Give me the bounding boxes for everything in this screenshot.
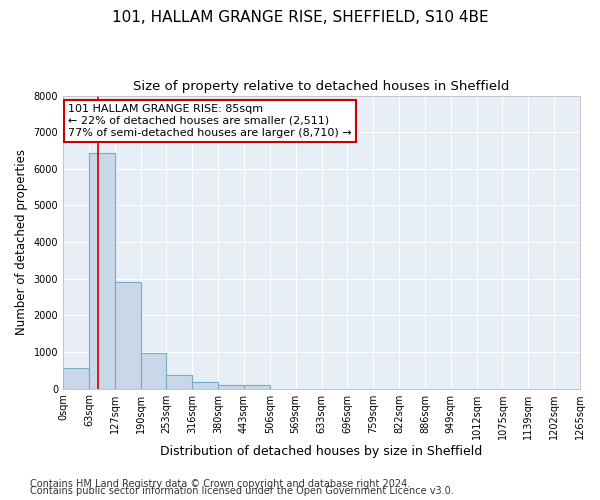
Bar bbox=[63, 368, 89, 388]
Title: Size of property relative to detached houses in Sheffield: Size of property relative to detached ho… bbox=[133, 80, 510, 93]
Text: 101 HALLAM GRANGE RISE: 85sqm
← 22% of detached houses are smaller (2,511)
77% o: 101 HALLAM GRANGE RISE: 85sqm ← 22% of d… bbox=[68, 104, 352, 138]
Text: Contains public sector information licensed under the Open Government Licence v3: Contains public sector information licen… bbox=[30, 486, 454, 496]
Bar bbox=[166, 376, 192, 388]
Text: Contains HM Land Registry data © Crown copyright and database right 2024.: Contains HM Land Registry data © Crown c… bbox=[30, 479, 410, 489]
Bar bbox=[115, 282, 140, 389]
Bar bbox=[89, 153, 115, 388]
Bar bbox=[244, 386, 270, 388]
Bar bbox=[192, 382, 218, 388]
X-axis label: Distribution of detached houses by size in Sheffield: Distribution of detached houses by size … bbox=[160, 444, 482, 458]
Text: 101, HALLAM GRANGE RISE, SHEFFIELD, S10 4BE: 101, HALLAM GRANGE RISE, SHEFFIELD, S10 … bbox=[112, 10, 488, 25]
Y-axis label: Number of detached properties: Number of detached properties bbox=[15, 149, 28, 335]
Bar bbox=[140, 352, 166, 388]
Bar bbox=[218, 384, 244, 388]
